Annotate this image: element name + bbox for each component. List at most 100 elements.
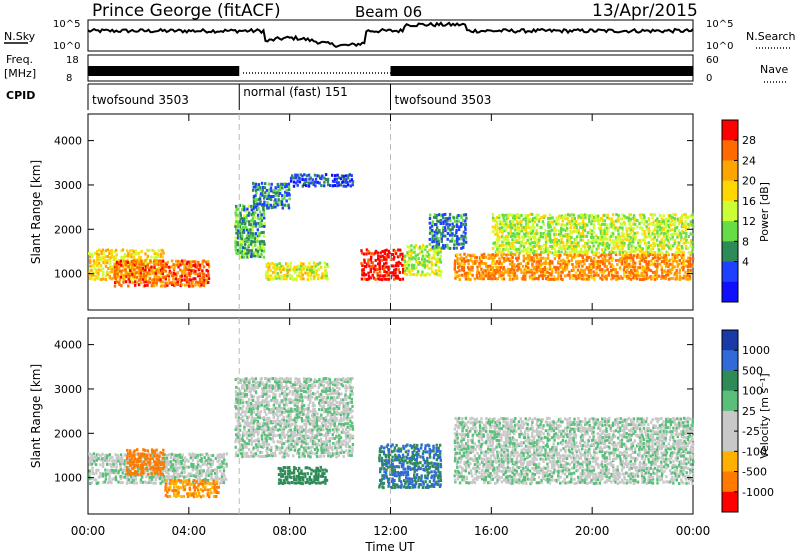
echo-cell xyxy=(592,260,594,263)
echo-cell xyxy=(387,255,389,258)
echo-cell xyxy=(218,459,220,462)
echo-cell xyxy=(503,272,505,275)
echo-cell xyxy=(340,177,342,180)
echo-cell xyxy=(537,241,539,244)
echo-cell xyxy=(298,177,300,180)
echo-cell xyxy=(546,247,548,250)
echo-cell xyxy=(503,236,505,239)
echo-cell xyxy=(509,278,511,281)
echo-cell xyxy=(557,218,559,221)
echo-cell xyxy=(514,272,516,275)
echo-cell xyxy=(316,380,318,383)
echo-cell xyxy=(129,473,131,476)
echo-cell xyxy=(144,449,146,452)
echo-cell xyxy=(283,277,285,280)
echo-cell xyxy=(272,434,274,437)
echo-cell xyxy=(202,489,204,492)
echo-cell xyxy=(309,428,311,431)
echo-cell xyxy=(151,466,153,469)
echo-cell xyxy=(305,419,307,422)
echo-cell xyxy=(561,278,563,281)
echo-cell xyxy=(102,271,104,274)
echo-cell xyxy=(210,459,212,462)
echo-cell xyxy=(691,224,693,227)
echo-cell xyxy=(257,203,259,206)
echo-cell xyxy=(104,259,106,262)
echo-cell xyxy=(660,241,662,244)
echo-cell xyxy=(406,261,408,264)
echo-cell xyxy=(122,281,124,284)
echo-cell xyxy=(460,237,462,240)
echo-cell xyxy=(501,229,503,232)
echo-cell xyxy=(117,272,119,275)
echo-cell xyxy=(383,256,385,259)
echo-cell xyxy=(121,457,123,460)
echo-cell xyxy=(133,253,135,256)
echo-cell xyxy=(287,378,289,381)
echo-cell xyxy=(251,443,253,446)
echo-cell xyxy=(549,213,551,216)
echo-cell xyxy=(509,231,511,234)
colorbar-tick-label: 20 xyxy=(742,175,756,188)
echo-cell xyxy=(463,263,465,266)
echo-cell xyxy=(329,381,331,384)
echo-cell xyxy=(536,224,538,227)
echo-cell xyxy=(165,466,167,469)
echo-cell xyxy=(274,399,276,402)
echo-cell xyxy=(546,268,548,271)
echo-cell xyxy=(381,259,383,262)
echo-cell xyxy=(549,233,551,236)
echo-cell xyxy=(186,483,188,486)
echo-cell xyxy=(406,251,408,254)
echo-cell xyxy=(329,378,331,381)
echo-cell xyxy=(244,243,246,246)
echo-cell xyxy=(332,399,334,402)
echo-cell xyxy=(553,241,555,244)
echo-cell xyxy=(606,229,608,232)
echo-cell xyxy=(286,275,288,278)
echo-cell xyxy=(616,271,618,274)
echo-cell xyxy=(253,411,255,414)
echo-cell xyxy=(120,468,122,471)
echo-cell xyxy=(272,431,274,434)
echo-cell xyxy=(307,446,309,449)
echo-cell xyxy=(431,237,433,240)
echo-cell xyxy=(203,259,205,262)
echo-cell xyxy=(582,235,584,238)
echo-cell xyxy=(248,212,250,215)
echo-cell xyxy=(269,278,271,281)
echo-cell xyxy=(309,177,311,180)
echo-cell xyxy=(544,266,546,269)
echo-cell xyxy=(298,429,300,432)
echo-cell xyxy=(562,228,564,231)
echo-cell xyxy=(288,420,290,423)
echo-cell xyxy=(260,216,262,219)
echo-cell xyxy=(520,262,522,265)
echo-cell xyxy=(264,410,266,413)
echo-cell xyxy=(645,242,647,245)
echo-cell xyxy=(668,278,670,281)
echo-cell xyxy=(580,248,582,251)
echo-cell xyxy=(634,250,636,253)
echo-cell xyxy=(419,261,421,264)
echo-cell xyxy=(283,431,285,434)
echo-cell xyxy=(311,431,313,434)
echo-cell xyxy=(256,237,258,240)
echo-cell xyxy=(456,260,458,263)
echo-cell xyxy=(508,242,510,245)
echo-cell xyxy=(667,232,669,235)
echo-cell xyxy=(689,259,691,262)
echo-cell xyxy=(525,214,527,217)
echo-cell xyxy=(308,404,310,407)
echo-cell xyxy=(243,206,245,209)
echo-cell xyxy=(93,259,95,262)
echo-cell xyxy=(651,232,653,235)
echo-cell xyxy=(522,265,524,268)
echo-cell xyxy=(505,248,507,251)
echo-cell xyxy=(305,440,307,443)
echo-cell xyxy=(325,437,327,440)
echo-cell xyxy=(300,437,302,440)
echo-cell xyxy=(252,225,254,228)
echo-cell xyxy=(402,278,404,281)
echo-cell xyxy=(520,268,522,271)
